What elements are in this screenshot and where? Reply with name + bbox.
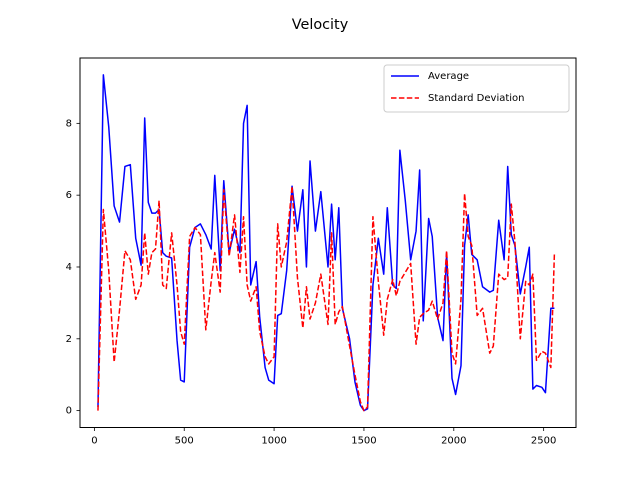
y-tick-label: 0 bbox=[66, 406, 72, 417]
plot-area bbox=[97, 74, 556, 412]
x-tick-label: 2000 bbox=[441, 436, 466, 447]
series-line-average bbox=[97, 74, 555, 412]
y-tick-label: 4 bbox=[66, 262, 72, 273]
legend: Average Standard Deviation bbox=[383, 64, 570, 113]
legend-box bbox=[383, 64, 570, 113]
x-axis: 0 500 1000 1500 2000 2500 bbox=[91, 427, 556, 447]
legend-label-standard-deviation: Standard Deviation bbox=[428, 93, 525, 104]
y-tick-label: 8 bbox=[66, 118, 72, 129]
y-tick-label: 2 bbox=[66, 334, 72, 345]
x-tick-label: 1500 bbox=[351, 436, 376, 447]
x-tick-label: 0 bbox=[91, 436, 97, 447]
x-tick-label: 2500 bbox=[531, 436, 556, 447]
x-tick-label: 500 bbox=[175, 436, 194, 447]
legend-label-average: Average bbox=[428, 71, 469, 82]
series-line-standard-deviation bbox=[97, 185, 556, 412]
y-tick-label: 6 bbox=[66, 190, 72, 201]
y-axis: 0 2 4 6 8 bbox=[66, 118, 80, 417]
chart-title: Velocity bbox=[292, 17, 349, 33]
axes-frame bbox=[79, 57, 577, 428]
x-tick-label: 1000 bbox=[261, 436, 286, 447]
